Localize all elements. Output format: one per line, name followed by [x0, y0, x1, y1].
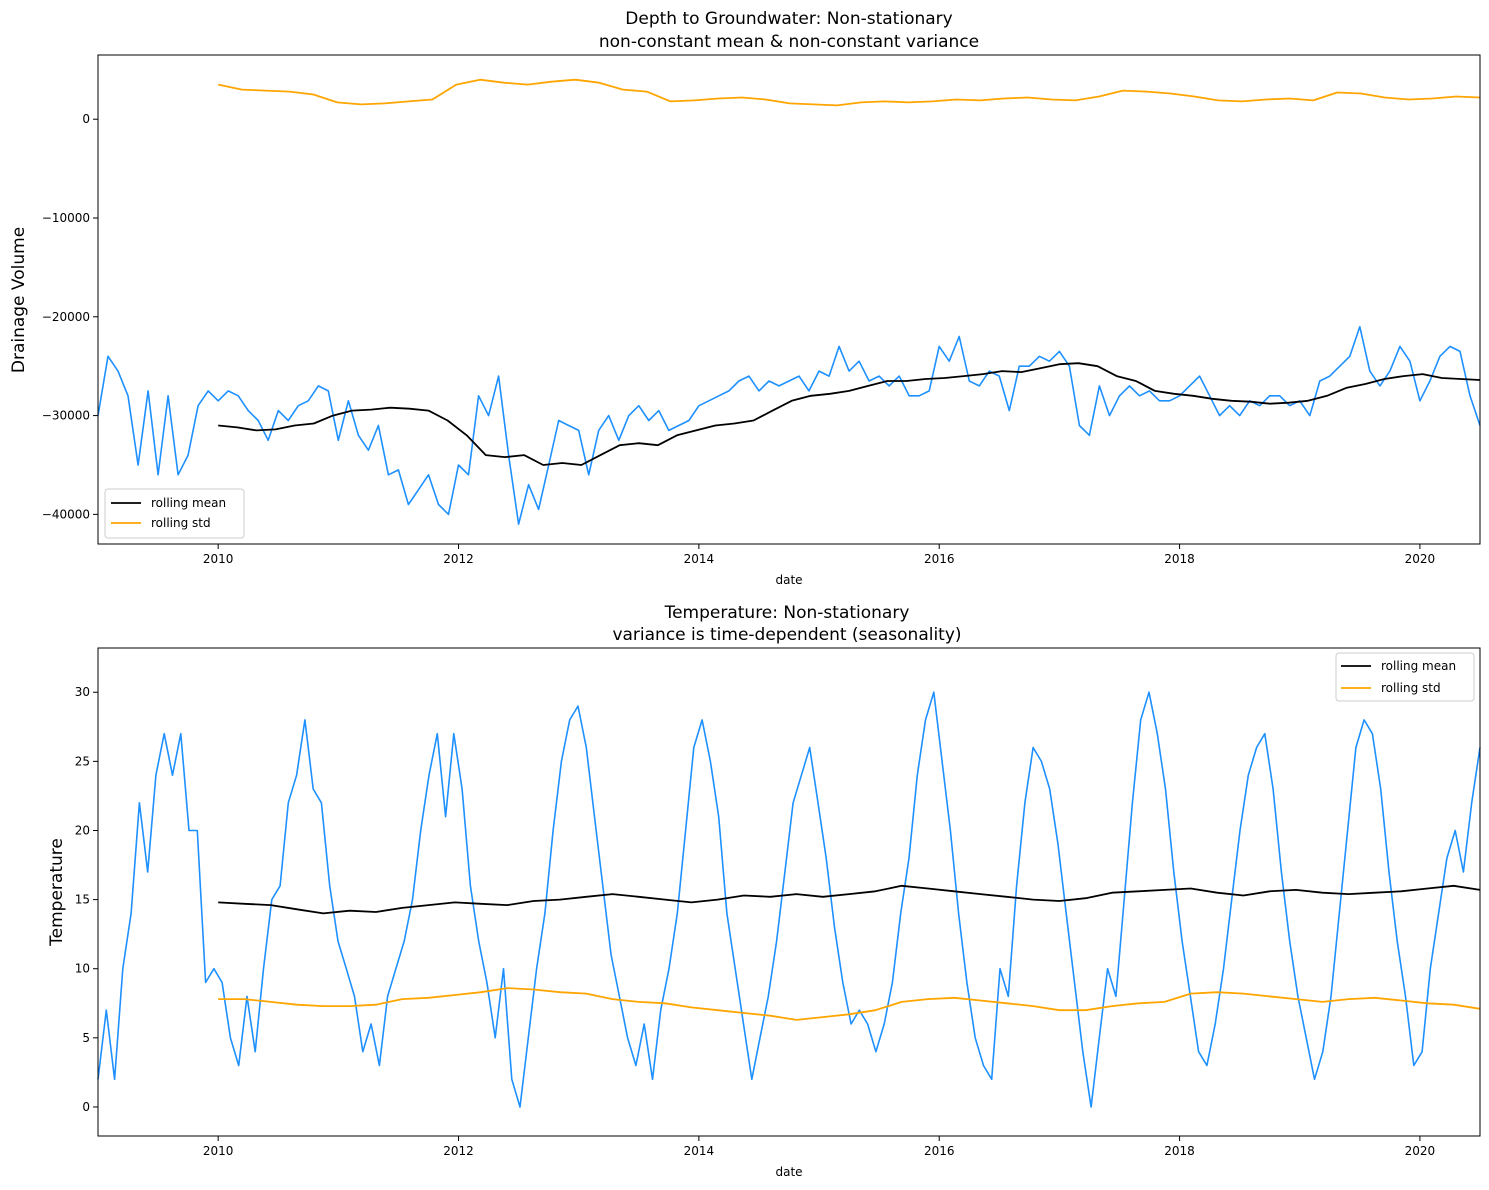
chart-1-legend-label-rolling-mean: rolling mean [151, 496, 226, 510]
chart-2-subtitle: variance is time-dependent (seasonality) [612, 625, 961, 645]
chart-temperature: Temperature: Non-stationary variance is … [47, 603, 1481, 1179]
chart-1-legend: rolling mean rolling std [104, 488, 245, 539]
chart-1-x-axis-label: date [775, 573, 802, 587]
chart-1-legend-label-rolling-std: rolling std [151, 516, 211, 530]
chart-2-y-tick-label: 30 [75, 685, 90, 699]
chart-1-axes-frame [97, 54, 1481, 545]
chart-1-y-ticks: −40000 −30000 −20000 −10000 0 [42, 112, 98, 521]
chart-1-y-tick-label: −30000 [42, 409, 90, 423]
chart-2-legend: rolling mean rolling std [1335, 652, 1475, 702]
chart-2-title: Temperature: Non-stationary [664, 603, 910, 623]
chart-2-x-tick-label: 2012 [443, 1144, 474, 1158]
chart-2-y-tick-label: 25 [75, 754, 90, 768]
chart-1-y-tick-label: −20000 [42, 310, 90, 324]
chart-2-plot-area [97, 691, 1481, 1108]
chart-1-x-tick-label: 2018 [1164, 552, 1195, 566]
chart-2-x-tick-label: 2014 [684, 1144, 715, 1158]
chart-1-plot-area [97, 78, 1481, 526]
chart-1-subtitle: non-constant mean & non-constant varianc… [599, 32, 979, 52]
chart-2-axes-frame [97, 647, 1481, 1137]
chart-2-series-rolling-std [218, 987, 1481, 1021]
chart-2-legend-label-rolling-mean: rolling mean [1381, 659, 1456, 673]
chart-2-legend-box [1335, 652, 1475, 702]
chart-2-x-ticks: 2010 2012 2014 2016 2018 2020 [203, 1136, 1435, 1158]
chart-1-legend-box [104, 488, 245, 539]
chart-1-title: Depth to Groundwater: Non-stationary [625, 9, 952, 29]
chart-2-y-tick-label: 15 [75, 893, 90, 907]
chart-1-x-tick-label: 2014 [684, 552, 715, 566]
chart-2-x-axis-label: date [775, 1165, 802, 1179]
chart-2-legend-label-rolling-std: rolling std [1381, 681, 1441, 695]
chart-2-series-rolling-mean [218, 884, 1481, 915]
chart-1-x-tick-label: 2016 [924, 552, 955, 566]
chart-2-y-tick-label: 0 [82, 1100, 90, 1114]
chart-1-x-ticks: 2010 2012 2014 2016 2018 2020 [203, 544, 1435, 566]
chart-1-series-rolling-std [218, 78, 1481, 107]
chart-1-x-tick-label: 2020 [1405, 552, 1436, 566]
chart-2-x-tick-label: 2010 [203, 1144, 234, 1158]
chart-2-x-tick-label: 2020 [1405, 1144, 1436, 1158]
chart-1-series-observed [97, 325, 1481, 526]
chart-2-series-observed [97, 691, 1481, 1108]
chart-2-y-axis-label: Temperature [47, 838, 67, 947]
chart-1-x-tick-label: 2010 [203, 552, 234, 566]
chart-2-x-tick-label: 2018 [1164, 1144, 1195, 1158]
chart-groundwater: Depth to Groundwater: Non-stationary non… [9, 9, 1481, 587]
chart-1-series-rolling-mean [218, 362, 1481, 466]
chart-2-y-ticks: 0 5 10 15 20 25 30 [75, 685, 98, 1114]
chart-1-y-axis-label: Drainage Volume [9, 227, 29, 373]
chart-1-y-tick-label: −10000 [42, 211, 90, 225]
chart-2-y-tick-label: 20 [75, 823, 90, 837]
chart-2-y-tick-label: 10 [75, 962, 90, 976]
chart-1-y-tick-label: 0 [82, 112, 90, 126]
chart-2-y-tick-label: 5 [82, 1031, 90, 1045]
chart-1-y-tick-label: −40000 [42, 507, 90, 521]
chart-2-x-tick-label: 2016 [924, 1144, 955, 1158]
chart-1-x-tick-label: 2012 [443, 552, 474, 566]
